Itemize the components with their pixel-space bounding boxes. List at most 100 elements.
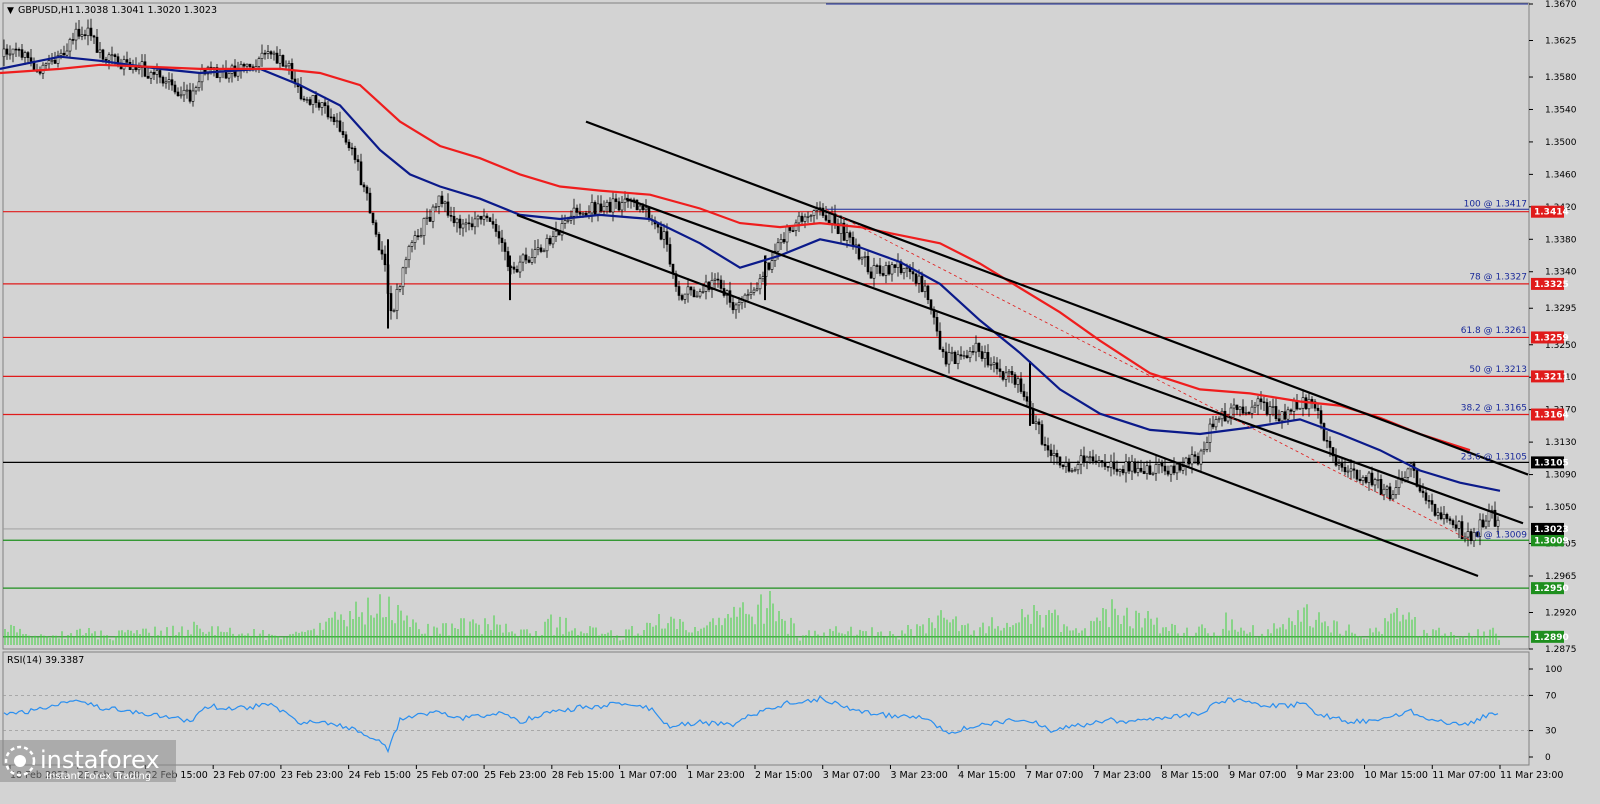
candle-body [155, 70, 159, 75]
candle-body [1190, 454, 1194, 465]
candle [1019, 372, 1023, 394]
channel-line [516, 213, 1479, 578]
candle [1352, 460, 1356, 479]
candle-body [1463, 536, 1467, 540]
candle [947, 343, 951, 374]
candle [1325, 431, 1329, 449]
candle [1013, 372, 1017, 388]
candle-body [980, 351, 984, 359]
candle-body [1322, 423, 1326, 441]
candle [80, 26, 84, 41]
candle [494, 218, 498, 237]
candle [335, 113, 339, 128]
candle-body [530, 257, 534, 263]
candle [1388, 482, 1392, 502]
candle [305, 96, 309, 104]
candle [1088, 451, 1092, 465]
x-tick-label: 8 Mar 15:00 [1161, 770, 1218, 781]
candle-body [368, 192, 372, 214]
candle-body [149, 72, 153, 79]
candle-body [440, 195, 444, 204]
candle-body [320, 102, 324, 108]
candle-body [308, 99, 312, 105]
candle-body [191, 90, 195, 102]
candle-body [1205, 442, 1209, 450]
candle-body [80, 34, 84, 37]
candle-body [1364, 477, 1368, 483]
candle-body [1316, 407, 1320, 411]
candle-body [1352, 468, 1356, 471]
candle [191, 83, 195, 107]
candle-body [458, 218, 462, 229]
candle-body [1379, 479, 1383, 496]
y-tick-label: 1.3295 [1545, 304, 1577, 314]
candle-body [968, 351, 972, 358]
candle-body [248, 63, 252, 68]
candle [575, 204, 579, 218]
candle [779, 233, 783, 251]
candle [179, 86, 183, 99]
candle [17, 47, 21, 57]
candle [275, 46, 279, 64]
candle [1217, 416, 1221, 423]
candle-body [425, 216, 429, 219]
candle [1439, 506, 1443, 521]
candle [278, 48, 282, 71]
candle-body [1211, 423, 1215, 428]
ma-slow-line [0, 63, 1471, 452]
candle [11, 48, 15, 63]
candle [458, 214, 462, 235]
level-tag-label: 1.3105 [1534, 458, 1569, 468]
candle-body [1127, 461, 1131, 472]
candle [452, 207, 456, 227]
candle [488, 217, 492, 222]
candle [605, 199, 609, 214]
candle-body [38, 71, 42, 74]
candle-body [1073, 469, 1077, 472]
candle-body [575, 207, 579, 213]
collapse-triangle-icon[interactable]: ▼ [7, 6, 14, 16]
candle-body [881, 273, 885, 276]
candle [1496, 516, 1500, 535]
candle-body [1076, 464, 1080, 471]
candle-body [338, 120, 342, 132]
candle [323, 96, 327, 114]
candle [1010, 365, 1014, 384]
candle-body [698, 291, 702, 297]
y-tick-label: 1.3540 [1545, 105, 1577, 115]
x-tick-label: 25 Feb 23:00 [484, 770, 546, 781]
candle-body [1199, 450, 1203, 465]
candle-body [1406, 468, 1410, 478]
candle [1166, 465, 1170, 477]
candle-body [1433, 504, 1437, 516]
candle [1073, 466, 1077, 473]
candle [332, 114, 336, 126]
candle-body [611, 198, 615, 213]
candle-body [572, 207, 576, 217]
candle-body [1022, 391, 1026, 397]
candle [914, 272, 918, 287]
candle [173, 80, 177, 95]
y-tick-label: 1.3050 [1545, 503, 1577, 513]
candle-body [1388, 486, 1392, 500]
candle [1154, 455, 1158, 481]
candle [680, 293, 684, 302]
candle-body [986, 352, 990, 366]
candle [374, 219, 378, 238]
candle [878, 258, 882, 277]
candle-body [1169, 465, 1173, 475]
candle [542, 248, 546, 253]
candle [383, 245, 387, 272]
candle [719, 275, 723, 292]
candle-body [866, 256, 870, 273]
candle [1274, 397, 1278, 422]
candle [1469, 528, 1473, 545]
candle-body [497, 231, 501, 239]
candle [455, 217, 459, 233]
rsi-line [3, 695, 1499, 754]
x-tick-label: 24 Feb 15:00 [349, 770, 411, 781]
candle [770, 251, 774, 274]
candle-body [884, 265, 888, 276]
candle [344, 131, 348, 145]
